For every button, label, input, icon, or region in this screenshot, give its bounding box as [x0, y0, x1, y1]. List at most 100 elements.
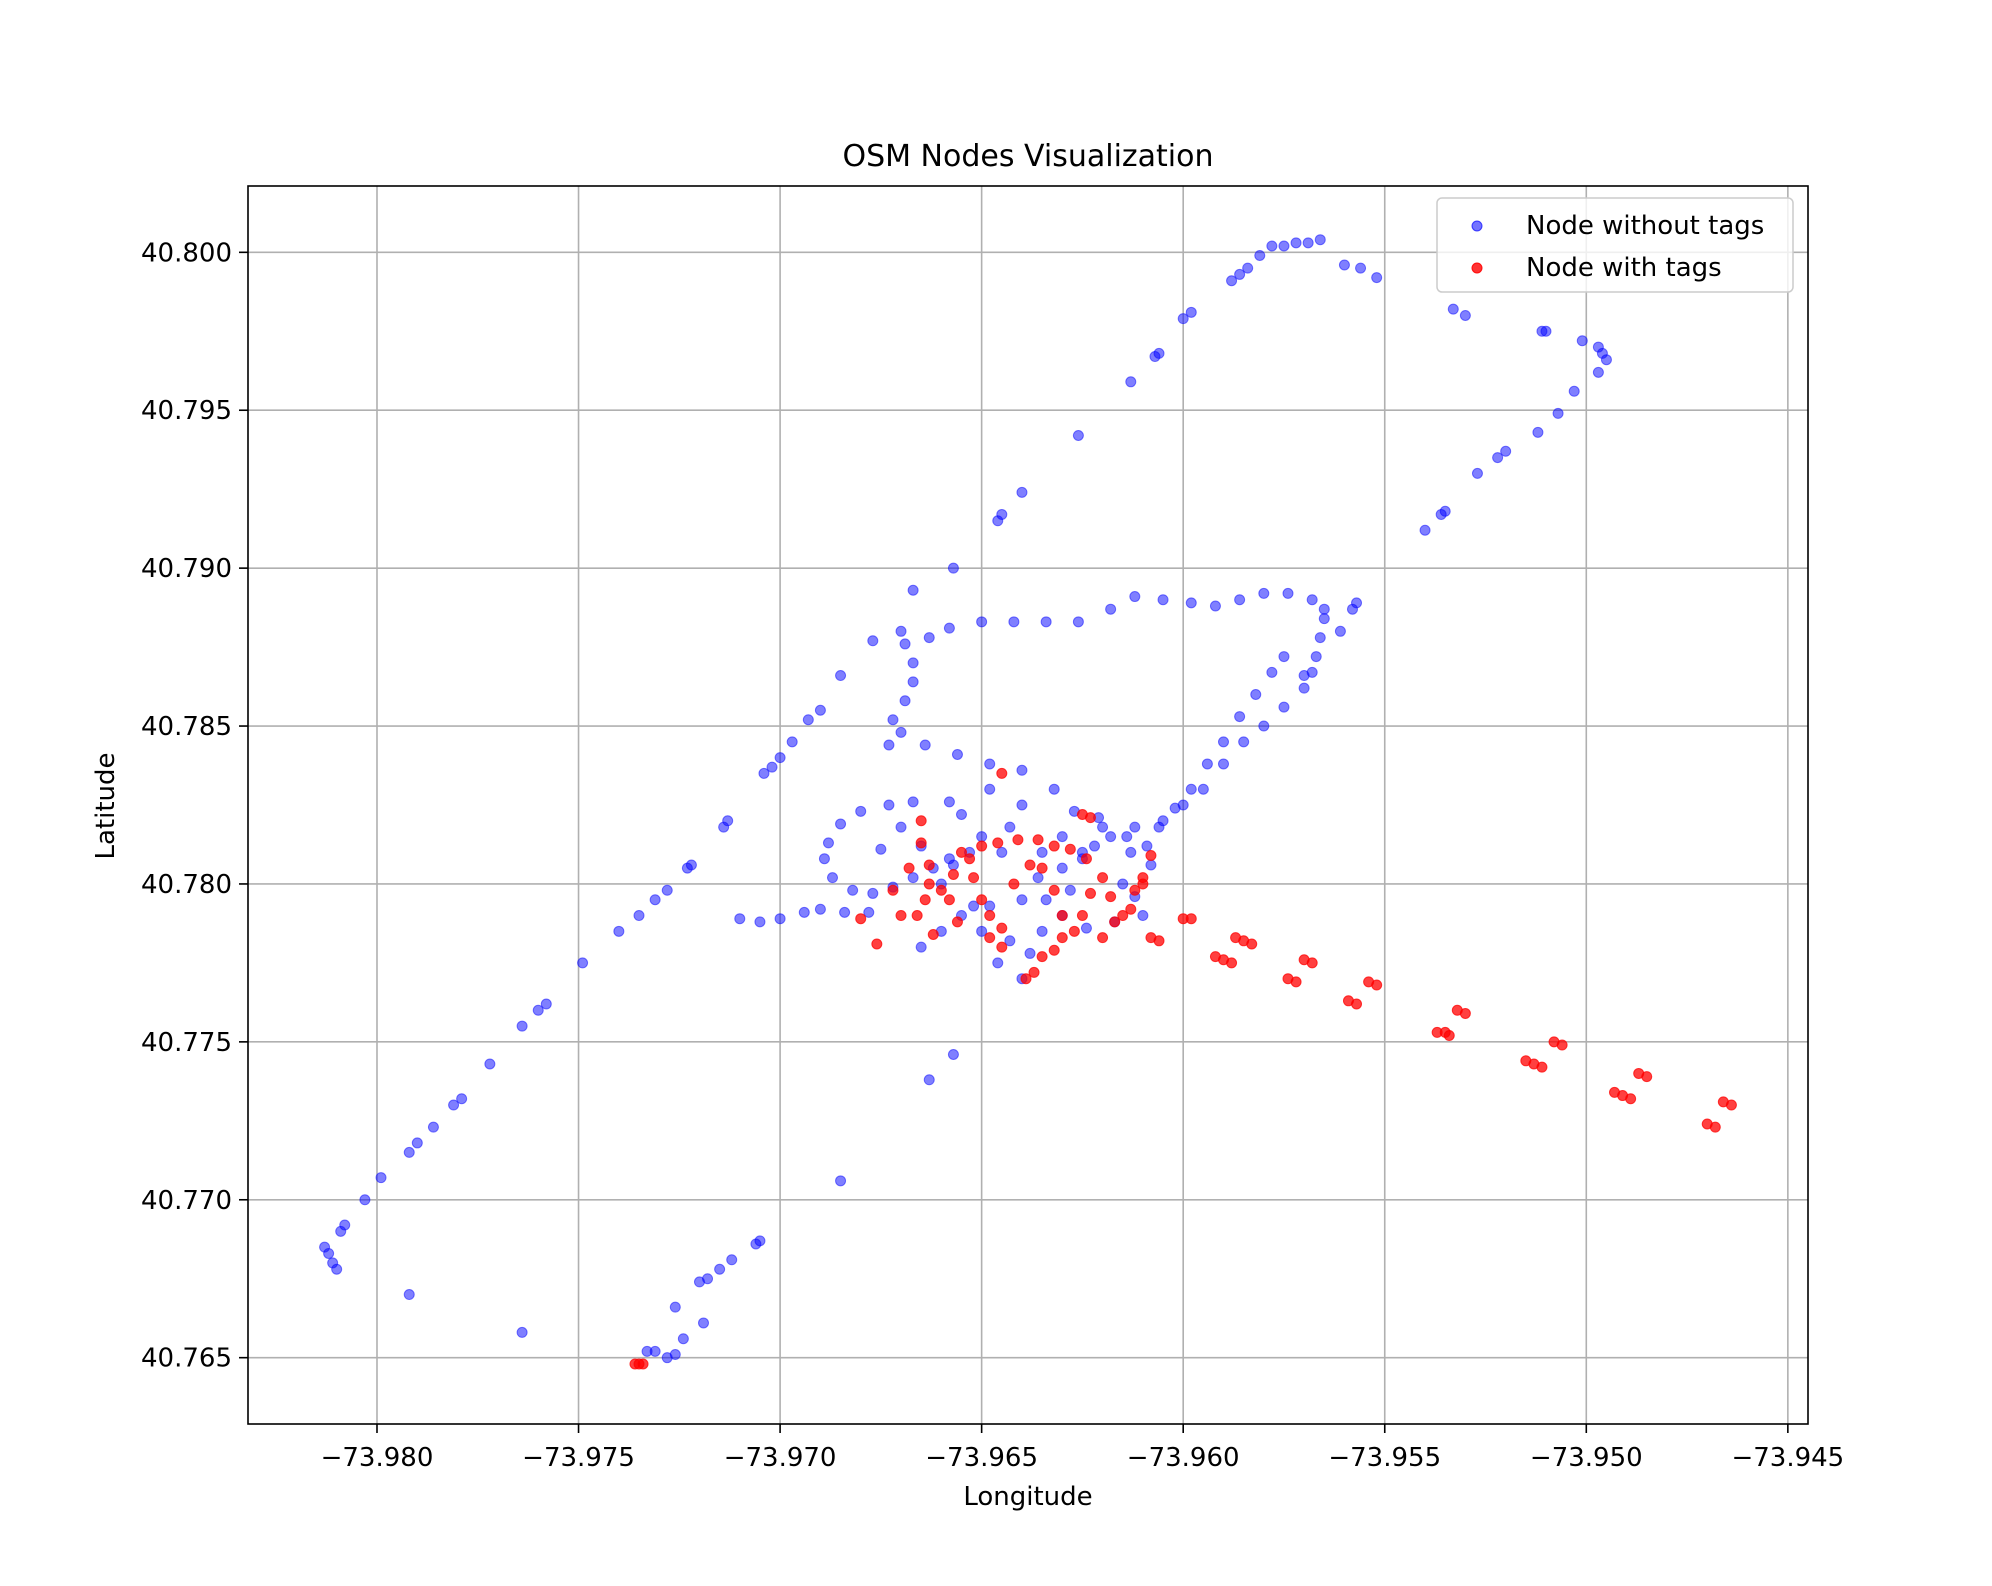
point-untagged: [907, 657, 919, 669]
point-untagged: [448, 1099, 460, 1111]
point-tagged: [871, 938, 883, 950]
point-untagged: [863, 906, 875, 918]
point-tagged: [1226, 957, 1238, 969]
point-untagged: [766, 761, 778, 773]
x-tick-label: −73.950: [1530, 1443, 1643, 1473]
point-untagged: [1314, 632, 1326, 644]
x-tick-label: −73.970: [724, 1443, 837, 1473]
point-untagged: [661, 1352, 673, 1364]
point-untagged: [774, 913, 786, 925]
point-untagged: [1004, 935, 1016, 947]
point-untagged: [677, 1333, 689, 1345]
point-untagged: [883, 739, 895, 751]
point-untagged: [899, 695, 911, 707]
y-tick-label: 40.795: [141, 396, 232, 426]
point-untagged: [1600, 354, 1612, 366]
point-tagged: [1145, 850, 1157, 862]
point-untagged: [1218, 758, 1230, 770]
point-tagged: [947, 868, 959, 880]
point-untagged: [835, 670, 847, 682]
point-tagged: [996, 767, 1008, 779]
point-tagged: [1459, 1007, 1471, 1019]
point-tagged: [1105, 891, 1117, 903]
point-untagged: [839, 906, 851, 918]
point-untagged: [1419, 524, 1431, 536]
point-untagged: [1234, 711, 1246, 723]
point-untagged: [1306, 594, 1318, 606]
x-tick-label: −73.980: [321, 1443, 434, 1473]
point-untagged: [835, 818, 847, 830]
point-untagged: [955, 808, 967, 820]
point-untagged: [1032, 872, 1044, 884]
point-tagged: [1109, 916, 1121, 928]
point-tagged: [968, 872, 980, 884]
x-tick-label: −73.945: [1731, 1443, 1844, 1473]
point-untagged: [1282, 587, 1294, 599]
point-untagged: [1016, 486, 1028, 498]
point-tagged: [895, 910, 907, 922]
point-untagged: [814, 903, 826, 915]
point-tagged: [996, 941, 1008, 953]
point-tagged: [1306, 957, 1318, 969]
point-untagged: [976, 831, 988, 843]
point-untagged: [1435, 508, 1447, 520]
point-untagged: [375, 1172, 387, 1184]
point-tagged: [943, 894, 955, 906]
point-tagged: [1137, 878, 1149, 890]
point-untagged: [1125, 376, 1137, 388]
point-untagged: [835, 1175, 847, 1187]
point-tagged: [1117, 910, 1129, 922]
data-points: [319, 234, 1737, 1370]
point-untagged: [758, 767, 770, 779]
point-tagged: [1008, 878, 1020, 890]
point-tagged: [1036, 951, 1048, 963]
point-tagged: [1028, 966, 1040, 978]
point-untagged: [411, 1137, 423, 1149]
point-untagged: [1338, 259, 1350, 271]
point-untagged: [323, 1247, 335, 1259]
point-untagged: [1185, 783, 1197, 795]
point-untagged: [907, 872, 919, 884]
x-tick-label: −73.965: [925, 1443, 1038, 1473]
point-untagged: [1310, 651, 1322, 663]
point-untagged: [661, 884, 673, 896]
point-untagged: [976, 925, 988, 937]
point-untagged: [1197, 783, 1209, 795]
point-untagged: [1105, 603, 1117, 615]
point-untagged: [1169, 802, 1181, 814]
y-tick-label: 40.800: [141, 238, 232, 268]
x-axis-label: Longitude: [963, 1482, 1092, 1512]
point-tagged: [1351, 998, 1363, 1010]
point-tagged: [1036, 862, 1048, 874]
point-untagged: [1048, 783, 1060, 795]
point-untagged: [899, 638, 911, 650]
point-untagged: [1576, 335, 1588, 347]
point-untagged: [1552, 407, 1564, 419]
point-untagged: [1254, 249, 1266, 261]
point-untagged: [895, 625, 907, 637]
point-untagged: [798, 906, 810, 918]
point-tagged: [1125, 903, 1137, 915]
point-untagged: [456, 1093, 468, 1105]
point-untagged: [540, 998, 552, 1010]
point-untagged: [1185, 597, 1197, 609]
point-untagged: [847, 884, 859, 896]
point-untagged: [867, 635, 879, 647]
point-untagged: [883, 799, 895, 811]
point-untagged: [1318, 613, 1330, 625]
point-untagged: [826, 872, 838, 884]
point-untagged: [1129, 591, 1141, 603]
point-tagged: [1048, 884, 1060, 896]
point-untagged: [996, 508, 1008, 520]
point-tagged: [976, 840, 988, 852]
point-untagged: [516, 1020, 528, 1032]
point-tagged: [903, 862, 915, 874]
point-untagged: [951, 748, 963, 760]
point-untagged: [1201, 758, 1213, 770]
point-untagged: [359, 1194, 371, 1206]
point-untagged: [1314, 234, 1326, 246]
point-tagged: [919, 894, 931, 906]
point-tagged: [915, 837, 927, 849]
point-untagged: [1371, 272, 1383, 284]
point-tagged: [855, 913, 867, 925]
